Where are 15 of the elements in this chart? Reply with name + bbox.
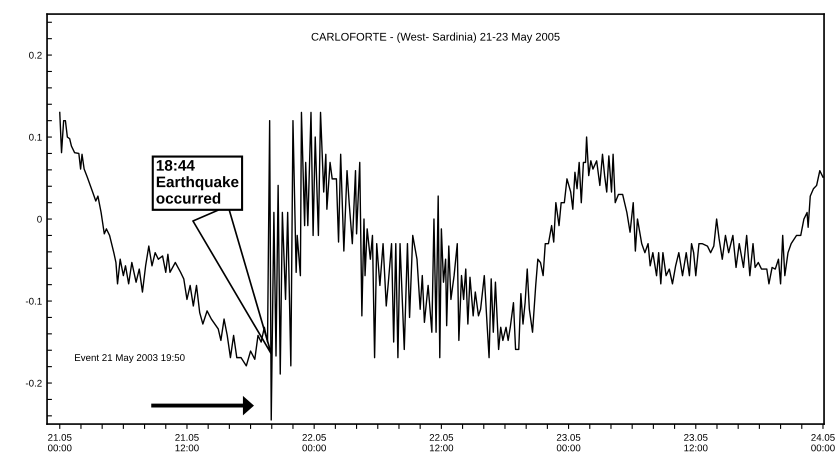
annotation: 18:44 Earthquake occurred — [156, 160, 239, 204]
y-tick-label: -0.2 — [26, 380, 42, 387]
y-tick-label: 0.1 — [29, 134, 42, 141]
x-tick-label: 22.05 12:00 — [430, 434, 454, 452]
x-tick-label: 21.05 00:00 — [48, 434, 72, 452]
y-tick-label: -0.1 — [26, 298, 42, 305]
x-tick-label: 21.05 12:00 — [175, 434, 199, 452]
x-tick-label: 23.05 12:00 — [684, 434, 708, 452]
annotation: Event 21 May 2003 19:50 — [75, 354, 185, 363]
y-tick-label: 0.2 — [29, 52, 42, 59]
x-tick-label: 22.05 00:00 — [302, 434, 326, 452]
text: CARLOFORTE - (West- Sardinia) 21-23 May 2005 — [312, 32, 560, 43]
y-tick-label: 0 — [37, 216, 42, 223]
x-tick-label: 23.05 00:00 — [556, 434, 580, 452]
x-tick-label: 24.05 00:00 — [811, 434, 835, 452]
